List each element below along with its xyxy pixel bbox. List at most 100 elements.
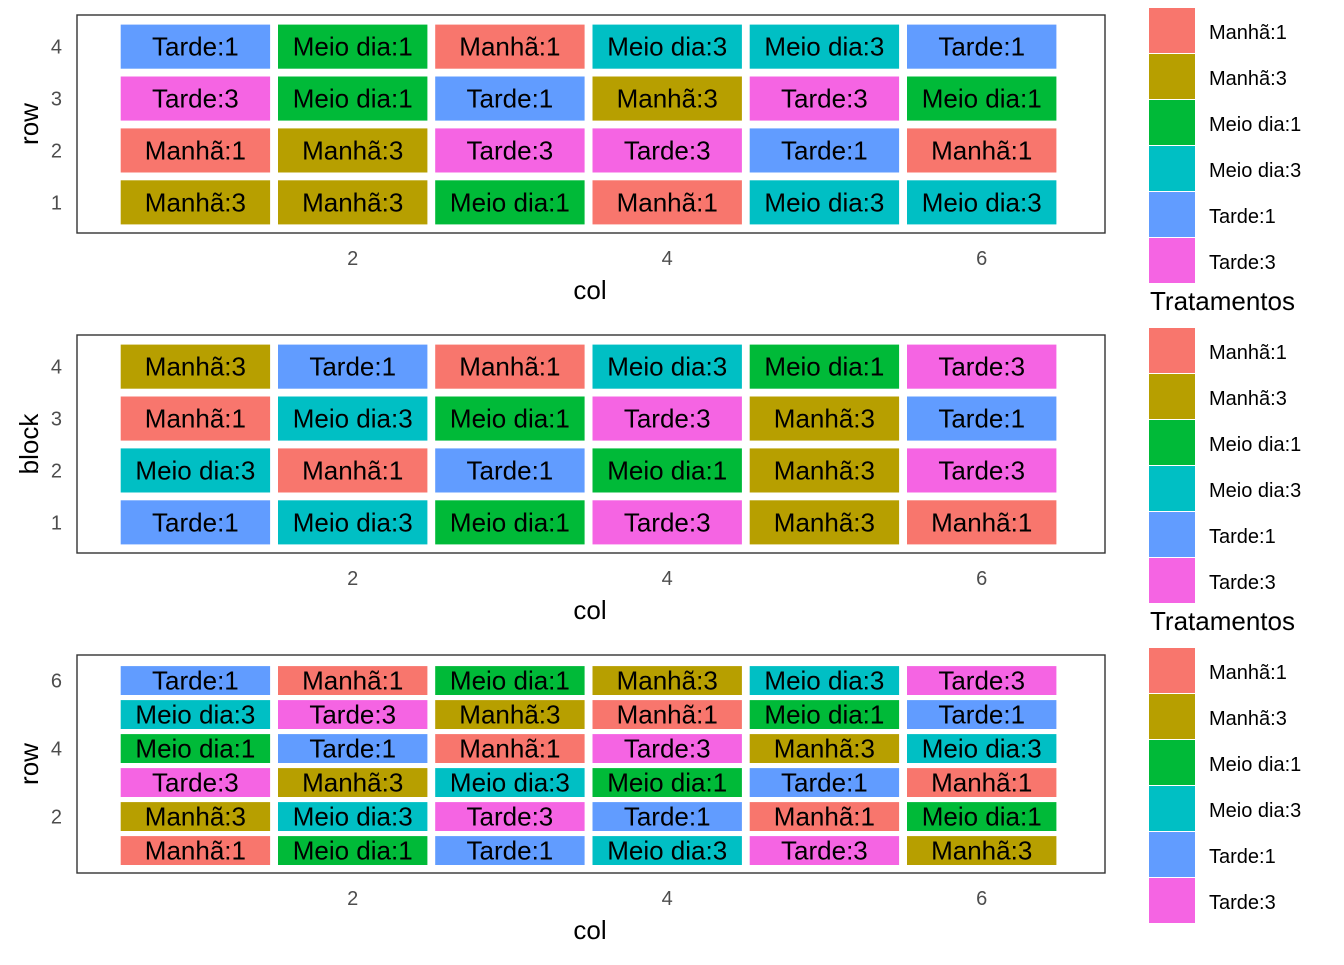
cell: Meio dia:1: [435, 666, 585, 696]
cell-tile: [749, 344, 900, 389]
cell-label: Tarde:3: [152, 768, 239, 798]
legend-key: [1149, 8, 1195, 53]
cell: Manhã:1: [907, 500, 1057, 545]
panel-2: Manhã:3 Tarde:1 Manhã:1 Meio dia:3 Meio dia:…: [14, 334, 1106, 625]
cell: Meio dia:3: [907, 734, 1057, 764]
y-axis-title: row: [14, 743, 44, 785]
cell: Tarde:3: [592, 734, 742, 764]
legend-entry: Tarde:1: [1149, 832, 1276, 877]
legend-label: Manhã:1: [1209, 342, 1287, 364]
legend-entry: Tarde:1: [1149, 192, 1276, 237]
cell: Manhã:3: [907, 836, 1057, 866]
cell-label: Meio dia:1: [922, 84, 1042, 114]
cell: Tarde:1: [120, 500, 271, 545]
cell-tile: [592, 396, 742, 441]
cell-tile: [907, 24, 1057, 69]
cell-tile: [120, 180, 271, 225]
x-tick-label: 2: [347, 568, 358, 590]
cell-label: Manhã:1: [931, 768, 1032, 798]
legend-label: Tarde:1: [1209, 526, 1276, 548]
cell-label: Meio dia:3: [293, 404, 413, 434]
cell-label: Tarde:3: [152, 84, 239, 114]
cell: Tarde:3: [592, 500, 742, 545]
cell: Meio dia:3: [749, 180, 900, 225]
y-tick-label: 3: [51, 89, 62, 111]
cell: Meio dia:3: [278, 396, 428, 441]
cell: Meio dia:3: [278, 802, 428, 832]
cell-tile: [907, 768, 1057, 797]
cell-label: Manhã:3: [302, 768, 403, 798]
cell: Meio dia:3: [907, 180, 1057, 225]
cell-tile: [749, 500, 900, 545]
cell: Meio dia:1: [278, 24, 428, 69]
cell-tile: [749, 448, 900, 493]
legend-key: [1149, 100, 1195, 145]
cell-tile: [120, 734, 271, 763]
legend-label: Tarde:1: [1209, 846, 1276, 868]
cell: Meio dia:3: [120, 448, 271, 493]
cell-tile: [278, 344, 428, 389]
cell: Manhã:1: [120, 128, 271, 173]
legend-entry: Manhã:3: [1149, 54, 1287, 99]
cell-label: Manhã:1: [931, 507, 1032, 537]
cell-tile: [435, 24, 585, 69]
cell-tile: [435, 700, 585, 729]
panel-3: Tarde:1 Manhã:1 Meio dia:1 Manhã:3 Meio dia:…: [14, 654, 1106, 945]
cell-tile: [120, 24, 271, 69]
legend-key: [1149, 648, 1195, 693]
x-tick-label: 4: [662, 888, 673, 910]
cell-tile: [278, 700, 428, 729]
cell-tile: [592, 768, 742, 797]
cell-tile: [749, 700, 900, 729]
cell-label: Meio dia:3: [607, 352, 727, 382]
y-tick-label: 2: [51, 807, 62, 829]
cell-label: Manhã:1: [145, 136, 246, 166]
cell: Manhã:1: [120, 836, 271, 866]
y-axis-title: row: [14, 103, 44, 145]
cell-label: Meio dia:3: [607, 32, 727, 62]
cell: Manhã:1: [749, 802, 900, 832]
cell: Tarde:3: [592, 128, 742, 173]
cell-label: Tarde:1: [152, 32, 239, 62]
cell-tile: [907, 396, 1057, 441]
y-axis-title: block: [14, 413, 44, 475]
cell: Tarde:3: [435, 128, 585, 173]
legend-label: Tarde:3: [1209, 252, 1276, 274]
cell-tile: [907, 700, 1057, 729]
cell-tile: [435, 448, 585, 493]
cell-label: Manhã:3: [931, 836, 1032, 866]
cell-label: Meio dia:3: [607, 836, 727, 866]
cell-tile: [120, 666, 271, 695]
cell: Meio dia:3: [120, 700, 271, 730]
cell-label: Meio dia:3: [293, 507, 413, 537]
cell-tile: [749, 76, 900, 121]
cell-label: Tarde:3: [467, 802, 554, 832]
cell-tile: [592, 802, 742, 831]
cell-tile: [435, 768, 585, 797]
cell-label: Meio dia:1: [450, 187, 570, 217]
cell-label: Meio dia:3: [135, 456, 255, 486]
cell-label: Tarde:1: [938, 700, 1025, 730]
cell: Manhã:3: [120, 802, 271, 832]
cell: Meio dia:3: [592, 836, 742, 866]
cell-tile: [278, 76, 428, 121]
legend-3: Tratamentos Manhã:1 Manhã:3 Meio dia:1 Meio …: [1149, 606, 1301, 923]
cell-label: Manhã:3: [459, 700, 560, 730]
cell-label: Tarde:3: [624, 404, 711, 434]
y-tick-label: 1: [51, 512, 62, 534]
cell-label: Manhã:1: [617, 700, 718, 730]
cell-tile: [278, 836, 428, 865]
cell: Manhã:1: [592, 700, 742, 730]
cell: Meio dia:3: [749, 24, 900, 69]
y-tick-label: 4: [51, 357, 62, 379]
cell-label: Meio dia:3: [922, 734, 1042, 764]
cell-label: Tarde:1: [309, 734, 396, 764]
legend-label: Tarde:3: [1209, 572, 1276, 594]
cell-label: Meio dia:3: [764, 32, 884, 62]
cell: Meio dia:1: [435, 396, 585, 441]
x-tick-label: 4: [662, 568, 673, 590]
cell-tile: [749, 396, 900, 441]
cell-label: Manhã:3: [617, 666, 718, 696]
panel-border: [76, 654, 1106, 874]
